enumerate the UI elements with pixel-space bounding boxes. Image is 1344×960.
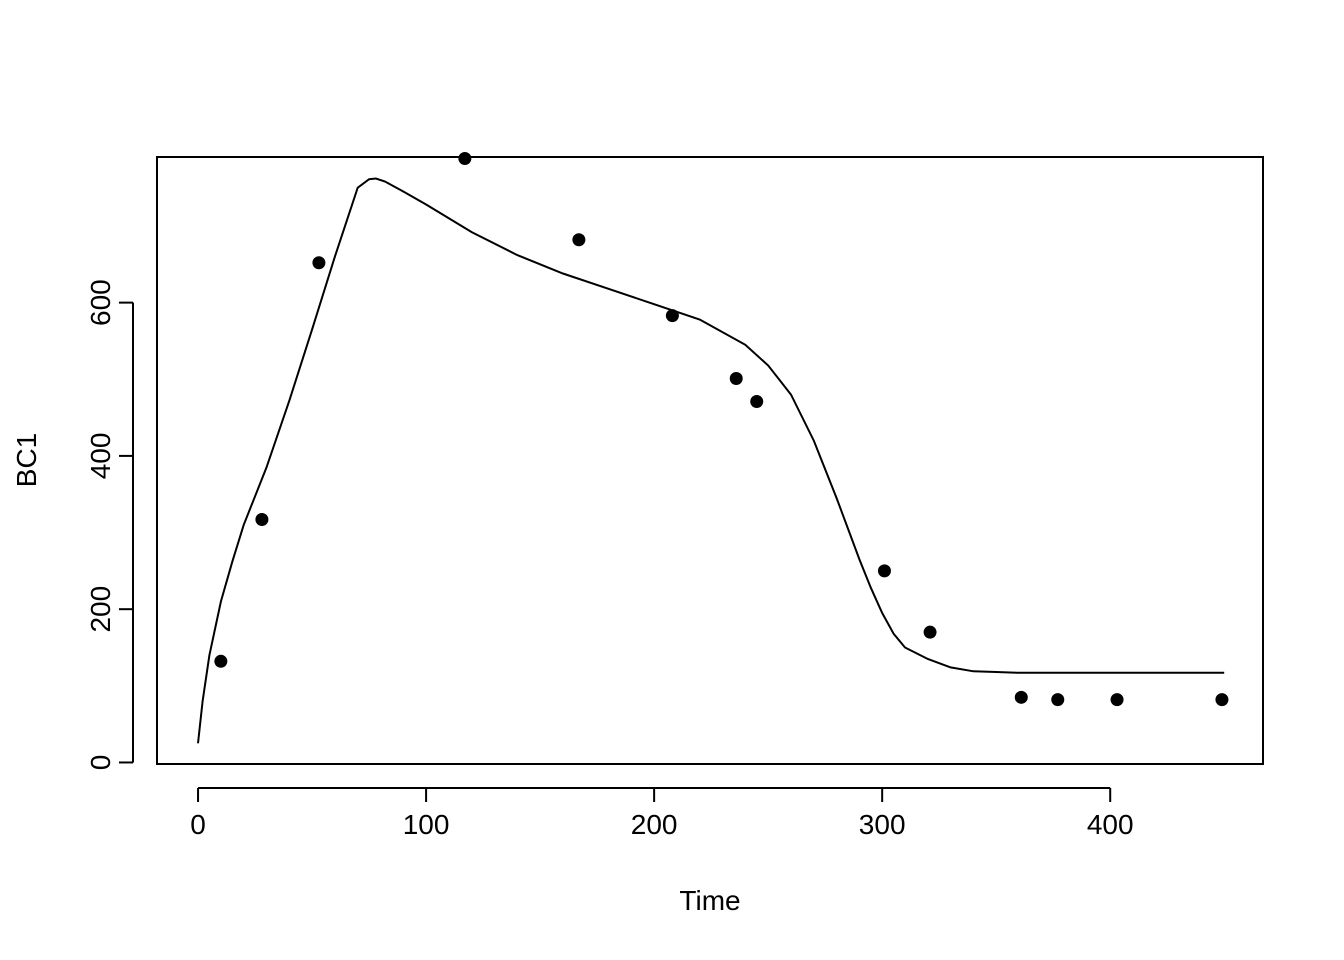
data-point [877,564,891,578]
data-point [1215,693,1229,707]
x-tick-label: 100 [403,809,450,840]
data-point [572,233,586,247]
y-tick-label: 400 [85,433,116,480]
y-tick-label: 0 [85,755,116,771]
data-point [312,256,326,270]
data-point [750,394,764,408]
plot-frame [156,156,1264,765]
y-tick-label: 600 [85,279,116,326]
x-axis-label: Time [679,885,740,916]
x-tick-label: 300 [859,809,906,840]
x-tick-label: 200 [631,809,678,840]
data-points [214,152,1229,707]
data-point [665,309,679,323]
data-point [214,654,228,668]
data-point [923,625,937,639]
x-tick-label: 0 [190,809,206,840]
data-point [1051,693,1065,707]
data-point [729,371,743,385]
data-point [255,513,269,527]
y-axis-label: BC1 [11,433,42,487]
fitted-curve [197,177,1225,744]
data-point [1014,690,1028,704]
y-axis: 0 200 400 600 [85,279,134,771]
y-tick-label: 200 [85,586,116,633]
data-point [1110,693,1124,707]
data-point [458,152,472,166]
x-tick-label: 400 [1087,809,1134,840]
x-axis: 0 100 200 300 400 [190,787,1134,840]
